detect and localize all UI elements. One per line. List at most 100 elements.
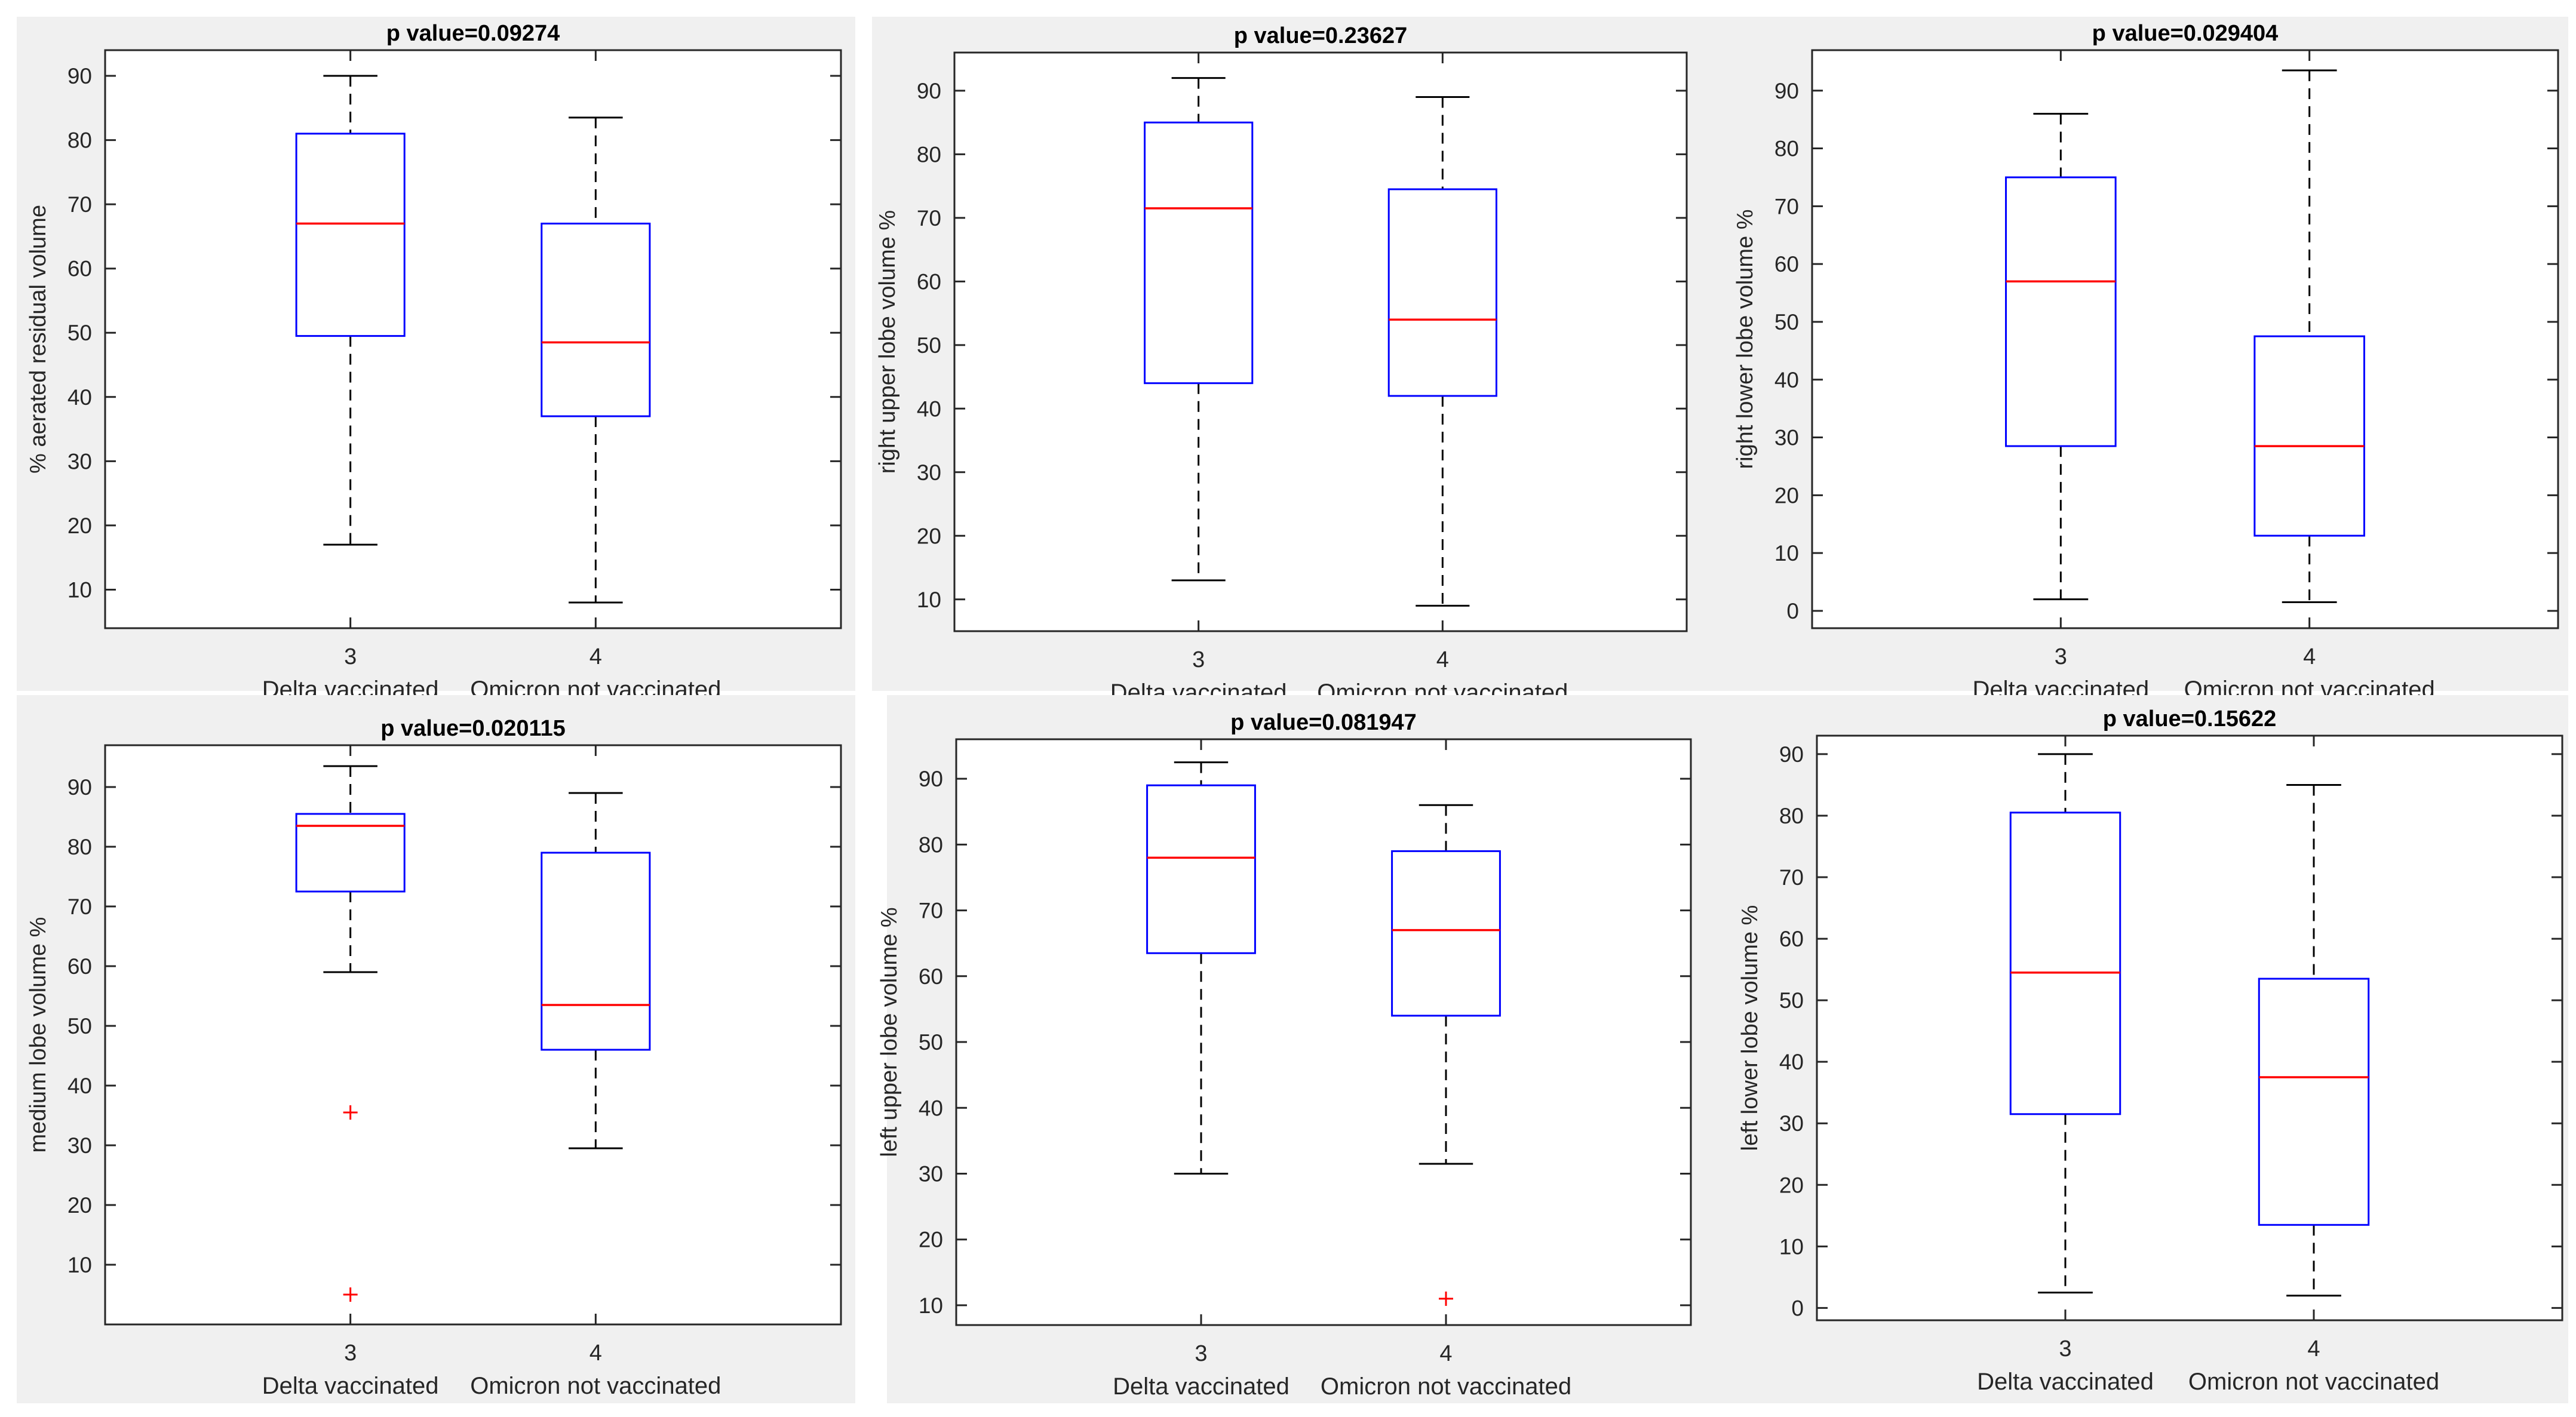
y-tick-label: 90 (1779, 742, 1804, 767)
y-tick-label: 80 (917, 142, 941, 167)
plot-area (104, 744, 842, 1326)
x-tick-label: 3 (344, 1341, 357, 1366)
chart-title: p value=0.020115 (380, 716, 566, 741)
x-tick-label: 3 (2059, 1336, 2071, 1361)
y-tick-label: 50 (67, 1014, 92, 1038)
y-tick-label: 60 (67, 257, 92, 281)
y-tick-label: 50 (1774, 310, 1799, 334)
y-tick-label: 90 (1774, 79, 1799, 103)
y-tick-label: 70 (67, 192, 92, 217)
y-tick-label: 60 (1774, 252, 1799, 276)
y-tick-label: 30 (67, 1133, 92, 1158)
y-tick-label: 70 (917, 206, 941, 230)
plot-area (1811, 49, 2559, 629)
iqr-box (295, 133, 406, 337)
y-tick-label: 30 (1779, 1111, 1804, 1136)
box-series-2 (2258, 783, 2370, 1297)
y-tick-label: 80 (1774, 137, 1799, 161)
x-tick-label: 4 (589, 644, 602, 669)
box-series-1 (2005, 112, 2117, 601)
y-tick-label: 20 (1774, 483, 1799, 508)
y-tick-label: 70 (919, 899, 943, 923)
y-tick-label: 20 (1779, 1173, 1804, 1197)
y-tick-label: 40 (917, 396, 941, 421)
x-tick-label: 3 (1192, 647, 1205, 672)
iqr-box (1144, 121, 1254, 385)
y-tick-label: 70 (1779, 865, 1804, 890)
y-tick-label: 60 (919, 964, 943, 989)
iqr-box (2009, 812, 2121, 1115)
y-tick-label: 30 (67, 449, 92, 474)
y-tick-label: 90 (919, 767, 943, 791)
y-axis-label: left upper lobe volume % (877, 907, 902, 1157)
y-tick-label: 20 (917, 524, 941, 548)
y-tick-label: 50 (1779, 988, 1804, 1013)
y-tick-label: 90 (67, 64, 92, 88)
y-tick-label: 90 (67, 775, 92, 800)
plot-area (1816, 734, 2563, 1321)
y-tick-label: 80 (67, 835, 92, 859)
y-tick-label: 80 (1779, 804, 1804, 828)
iqr-box (1146, 784, 1256, 954)
x-tick-label: 3 (2055, 644, 2067, 669)
box-series-1 (1146, 761, 1256, 1175)
y-tick-label: 30 (917, 460, 941, 485)
y-tick-label: 60 (67, 954, 92, 979)
chart-title: p value=0.09274 (386, 21, 560, 46)
y-tick-label: 20 (67, 1193, 92, 1218)
outlier-marker (343, 1105, 358, 1120)
y-tick-label: 40 (67, 385, 92, 410)
chart-panel-5: 10 20 30 40 50 60 70 80 90 3 Delta vaccinated 4 Omic… (877, 695, 1725, 1403)
chart-title: p value=0.23627 (1234, 23, 1408, 48)
x-category-label: Omicron not vaccinated (470, 1373, 721, 1399)
y-tick-label: 10 (67, 577, 92, 602)
iqr-box (541, 222, 651, 417)
y-tick-label: 10 (1774, 541, 1799, 565)
iqr-box (541, 852, 651, 1051)
box-series-2 (541, 792, 651, 1149)
y-tick-label: 40 (919, 1096, 943, 1120)
box-series-1 (2009, 753, 2121, 1294)
y-tick-label: 20 (919, 1228, 943, 1252)
box-series-2 (1391, 804, 1501, 1306)
y-tick-label: 50 (917, 333, 941, 358)
y-tick-label: 20 (67, 514, 92, 538)
box-series-1 (295, 75, 406, 546)
x-tick-label: 3 (344, 644, 357, 669)
x-category-label: Delta vaccinated (1113, 1373, 1289, 1400)
iqr-box (1391, 850, 1501, 1017)
box-series-2 (541, 116, 651, 604)
box-series-2 (1387, 96, 1497, 607)
y-tick-label: 80 (67, 128, 92, 153)
iqr-box (1387, 188, 1497, 397)
y-tick-label: 90 (917, 79, 941, 103)
outlier-marker (1439, 1291, 1453, 1306)
y-tick-label: 0 (1786, 599, 1799, 623)
chart-panel-6: 0 10 20 30 40 50 60 70 80 90 3 Delta vaccinated 4 Omi… (1725, 695, 2568, 1403)
y-tick-label: 0 (1791, 1296, 1804, 1320)
y-axis-label: right upper lobe volume % (875, 210, 900, 474)
x-tick-label: 4 (1436, 647, 1449, 672)
iqr-box (2258, 978, 2370, 1226)
x-tick-label: 3 (1195, 1341, 1207, 1366)
y-axis-label: medium lobe volume % (26, 917, 51, 1153)
chart-panel-4: 10 20 30 40 50 60 70 80 90 3 Delta vaccinated 4 Omic… (17, 695, 855, 1403)
y-tick-label: 30 (919, 1161, 943, 1186)
x-tick-label: 4 (589, 1341, 602, 1366)
y-tick-label: 10 (67, 1253, 92, 1277)
iqr-box (2005, 176, 2117, 447)
x-tick-label: 4 (1439, 1341, 1452, 1366)
x-category-label: Omicron not vaccinated (1321, 1373, 1571, 1400)
x-category-label: Delta vaccinated (1977, 1369, 2154, 1395)
x-category-label: Delta vaccinated (262, 1373, 439, 1399)
chart-title: p value=0.081947 (1230, 710, 1417, 735)
x-tick-label: 4 (2307, 1336, 2320, 1361)
y-tick-label: 10 (919, 1293, 943, 1318)
outlier-marker (343, 1287, 358, 1302)
x-category-label: Omicron not vaccinated (2188, 1369, 2439, 1395)
y-tick-label: 40 (1779, 1050, 1804, 1074)
